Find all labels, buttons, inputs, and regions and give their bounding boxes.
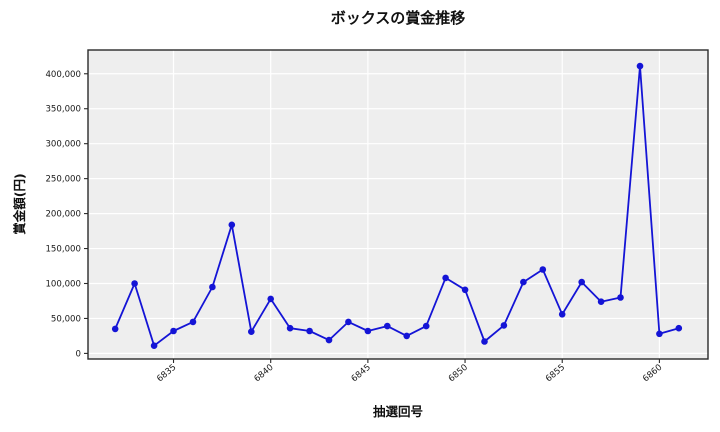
- data-point: [150, 342, 158, 350]
- x-tick-label: 6835: [155, 363, 178, 385]
- data-point: [364, 327, 372, 335]
- data-line: [114, 65, 680, 347]
- x-tick-label: 6845: [350, 363, 373, 385]
- x-axis-label: 抽選回号: [372, 404, 423, 419]
- x-tick-label: 6840: [252, 363, 275, 385]
- data-point: [597, 298, 605, 306]
- data-point: [481, 338, 488, 345]
- data-point: [558, 311, 566, 318]
- chart-title: ボックスの賞金推移: [330, 9, 466, 27]
- data-point: [286, 324, 294, 332]
- x-tick-label: 6860: [641, 363, 664, 385]
- data-point: [248, 328, 255, 336]
- data-point: [170, 327, 177, 335]
- y-tick-label: 150,000: [45, 245, 81, 255]
- data-point: [656, 330, 663, 338]
- data-point: [500, 322, 508, 329]
- data-point: [345, 318, 352, 326]
- data-point: [189, 318, 197, 326]
- plot-background: [88, 50, 708, 359]
- data-point: [461, 286, 469, 294]
- y-tick-label: 100,000: [45, 279, 81, 289]
- data-point: [325, 336, 333, 344]
- data-point: [403, 332, 411, 340]
- data-point: [520, 278, 527, 286]
- data-point: [578, 278, 585, 286]
- data-point: [306, 327, 313, 335]
- data-point: [384, 322, 391, 330]
- x-tick-label: 6850: [447, 363, 470, 385]
- data-point: [539, 266, 547, 273]
- data-point: [267, 295, 275, 303]
- data-point: [442, 274, 449, 282]
- data-point: [111, 325, 119, 333]
- y-tick-label: 50,000: [51, 314, 81, 324]
- x-tick-label: 6855: [544, 363, 567, 385]
- data-point: [422, 322, 430, 330]
- data-point: [209, 283, 216, 291]
- data-point: [228, 221, 236, 229]
- y-tick-label: 400,000: [45, 70, 81, 80]
- y-tick-label: 250,000: [45, 175, 81, 185]
- y-tick-label: 200,000: [45, 210, 81, 220]
- data-point: [675, 324, 683, 332]
- y-tick-label: 350,000: [45, 105, 81, 115]
- y-tick-label: 300,000: [45, 140, 81, 150]
- data-point: [617, 294, 624, 301]
- data-point: [131, 280, 138, 287]
- y-tick-label: 0: [76, 349, 81, 359]
- data-point: [636, 62, 644, 70]
- axes-frame: [87, 49, 709, 360]
